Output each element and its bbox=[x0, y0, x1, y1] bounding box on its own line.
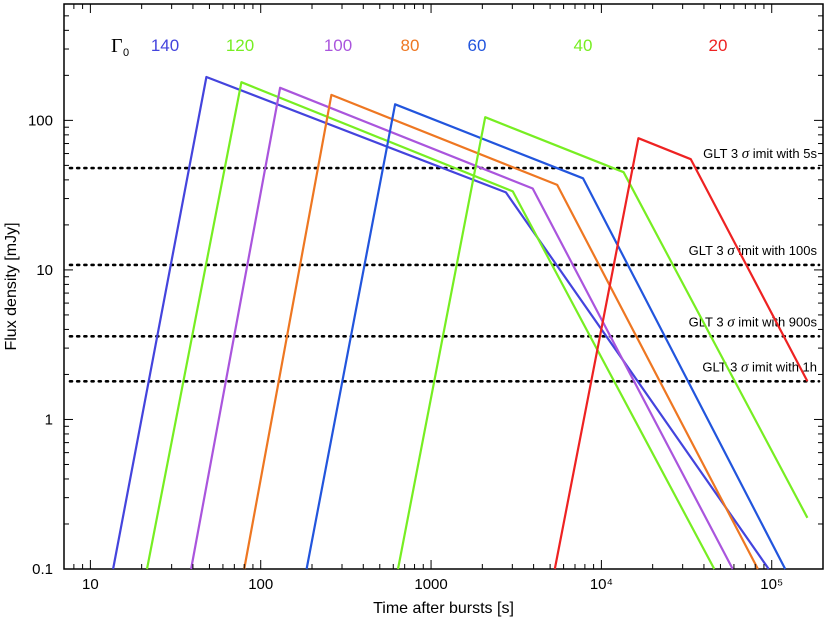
series-line-gamma-20 bbox=[553, 137, 809, 570]
series-label-gamma-100: 100 bbox=[324, 36, 352, 55]
series-label-gamma-40: 40 bbox=[574, 36, 593, 55]
series-label-gamma-120: 120 bbox=[226, 36, 254, 55]
series-label-gamma-60: 60 bbox=[468, 36, 487, 55]
plot-border bbox=[63, 3, 824, 570]
series-label-gamma-140: 140 bbox=[151, 36, 179, 55]
series-line-gamma-40 bbox=[396, 116, 809, 570]
series-line-gamma-120 bbox=[145, 81, 716, 570]
series-line-gamma-80 bbox=[243, 93, 759, 570]
series-label-gamma-80: 80 bbox=[401, 36, 420, 55]
y-axis-title: Flux density [mJy] bbox=[3, 222, 20, 350]
series-label-gamma-20: 20 bbox=[709, 36, 728, 55]
gamma-symbol: Γ bbox=[111, 35, 123, 57]
y-tick-label: 10 bbox=[36, 262, 53, 279]
gamma-subscript: 0 bbox=[123, 47, 129, 59]
threshold-label: GLT 3 σ imit with 900s bbox=[689, 314, 818, 330]
y-tick-label: 0.1 bbox=[32, 561, 53, 578]
x-tick-label: 100 bbox=[248, 576, 273, 593]
y-tick-label: 100 bbox=[28, 112, 53, 129]
x-tick-label: 1000 bbox=[414, 576, 447, 593]
x-tick-label: 10⁵ bbox=[760, 576, 783, 593]
x-tick-label: 10 bbox=[82, 576, 99, 593]
y-tick-label: 1 bbox=[45, 411, 53, 428]
x-axis-title: Time after bursts [s] bbox=[373, 600, 514, 617]
plot-frame bbox=[63, 3, 824, 570]
series-line-gamma-100 bbox=[190, 86, 734, 570]
series-line-gamma-140 bbox=[112, 75, 770, 570]
threshold-label: GLT 3 σ imit with 1h bbox=[702, 359, 817, 375]
x-tick-label: 10⁴ bbox=[590, 576, 613, 593]
threshold-label: GLT 3 σ imit with 5s bbox=[703, 146, 817, 162]
threshold-lines: GLT 3 σ imit with 5s GLT 3 σ imit with 10… bbox=[68, 146, 821, 383]
chart-labels: Γ 0 140 120 100 80 60 40 20 bbox=[111, 35, 727, 59]
series-line-gamma-60 bbox=[305, 103, 787, 570]
series-lines bbox=[112, 75, 809, 570]
threshold-label: GLT 3 σ imit with 100s bbox=[689, 243, 818, 259]
